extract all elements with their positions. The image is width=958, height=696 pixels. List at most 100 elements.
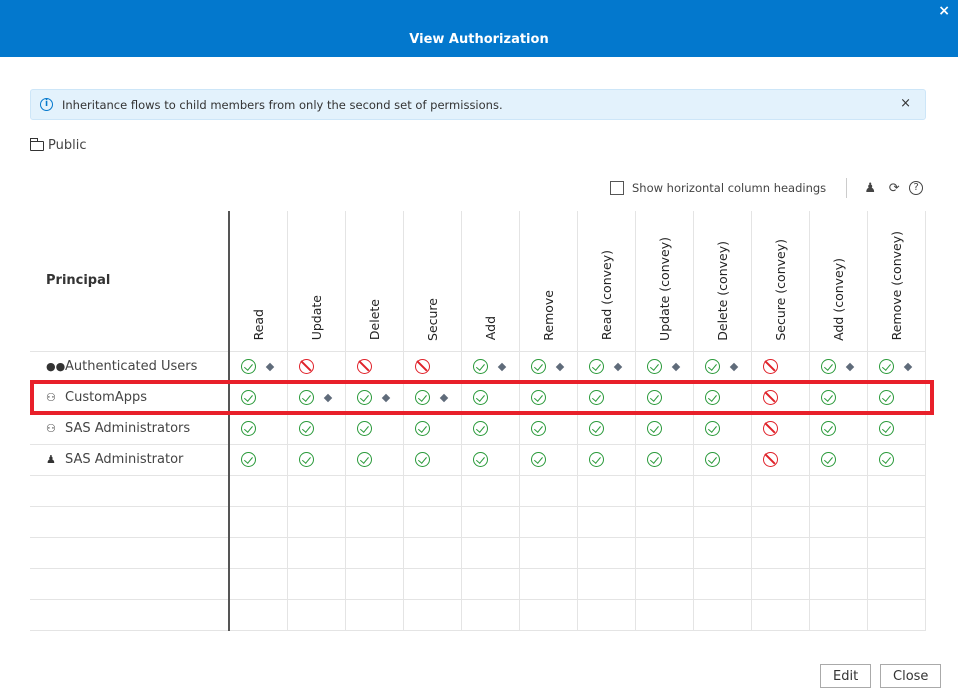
- column-header[interactable]: Delete (convey): [693, 211, 752, 352]
- grant-icon: [414, 390, 430, 405]
- empty-cell: [693, 599, 752, 631]
- grant-icon: [646, 421, 662, 436]
- empty-cell: [577, 475, 636, 507]
- grant-icon: [588, 421, 604, 436]
- column-header[interactable]: Read: [229, 211, 288, 352]
- info-close-button[interactable]: ×: [900, 96, 911, 111]
- table-row[interactable]: ♟ SAS Administrator: [30, 444, 927, 476]
- help-icon[interactable]: ?: [909, 181, 924, 195]
- grant-icon: [878, 359, 894, 374]
- grant-icon: [241, 421, 256, 436]
- column-header[interactable]: Delete: [345, 211, 404, 352]
- refresh-icon[interactable]: ⟳: [888, 180, 900, 196]
- table-row[interactable]: ⚇ CustomApps: [30, 382, 927, 414]
- close-button[interactable]: Close: [880, 664, 942, 688]
- permission-cell[interactable]: [751, 351, 810, 383]
- permission-cell[interactable]: [693, 444, 752, 476]
- permission-cell[interactable]: [867, 444, 927, 476]
- permission-cell[interactable]: [345, 351, 404, 383]
- info-icon: i: [40, 98, 53, 111]
- deny-icon: [762, 421, 778, 436]
- permission-cell[interactable]: [809, 444, 868, 476]
- permission-cell[interactable]: [229, 413, 288, 445]
- grant-icon: [530, 359, 546, 374]
- permission-cell[interactable]: [519, 444, 578, 476]
- permission-cell[interactable]: [403, 351, 462, 383]
- empty-cell: [751, 475, 810, 507]
- permission-cell[interactable]: [635, 351, 694, 383]
- empty-cell: [461, 537, 520, 569]
- column-header-label: Remove (convey): [888, 231, 904, 341]
- horizontal-headings-label[interactable]: Show horizontal column headings: [632, 181, 827, 195]
- permission-cell[interactable]: [461, 413, 520, 445]
- table-row[interactable]: ●●Authenticated Users: [30, 351, 927, 383]
- permission-cell[interactable]: [693, 413, 752, 445]
- deny-icon: [762, 390, 778, 405]
- empty-cell: [30, 506, 230, 538]
- grant-icon: [472, 359, 488, 374]
- column-header[interactable]: Update: [287, 211, 346, 352]
- permission-cell[interactable]: [751, 413, 810, 445]
- permission-cell[interactable]: [809, 413, 868, 445]
- permission-cell[interactable]: [693, 351, 752, 383]
- column-header[interactable]: Secure (convey): [751, 211, 810, 352]
- grant-icon: [878, 390, 894, 405]
- empty-cell: [30, 599, 230, 631]
- principal-header: Principal: [30, 211, 230, 352]
- permission-cell[interactable]: [635, 444, 694, 476]
- empty-cell: [30, 537, 230, 569]
- column-header[interactable]: Add: [461, 211, 520, 352]
- diamond-icon: [555, 362, 564, 371]
- user-icon[interactable]: ♟: [864, 180, 877, 196]
- empty-cell: [519, 506, 578, 538]
- permission-cell[interactable]: [751, 444, 810, 476]
- empty-cell: [403, 537, 462, 569]
- permission-cell[interactable]: [403, 444, 462, 476]
- permission-cell[interactable]: [287, 351, 346, 383]
- permission-cell[interactable]: [867, 351, 927, 383]
- permission-cell[interactable]: [867, 413, 927, 445]
- close-icon[interactable]: ×: [938, 3, 950, 19]
- grant-icon: [878, 421, 894, 436]
- permission-cell[interactable]: [229, 444, 288, 476]
- column-header[interactable]: Read (convey): [577, 211, 636, 352]
- permission-cell[interactable]: [519, 351, 578, 383]
- permission-cell[interactable]: [461, 444, 520, 476]
- permission-cell[interactable]: [461, 351, 520, 383]
- column-header[interactable]: Update (convey): [635, 211, 694, 352]
- permission-cell[interactable]: [287, 413, 346, 445]
- permission-cell[interactable]: [229, 351, 288, 383]
- grant-icon: [356, 390, 372, 405]
- column-header[interactable]: Secure: [403, 211, 462, 352]
- permission-cell[interactable]: [751, 382, 810, 414]
- column-header[interactable]: Add (convey): [809, 211, 868, 352]
- empty-cell: [577, 568, 636, 600]
- column-header[interactable]: Remove (convey): [867, 211, 927, 352]
- permission-cell[interactable]: [345, 413, 404, 445]
- empty-cell: [519, 599, 578, 631]
- permission-cell[interactable]: [577, 382, 636, 414]
- permission-cell[interactable]: [809, 351, 868, 383]
- permission-cell[interactable]: [287, 444, 346, 476]
- permission-cell[interactable]: [577, 444, 636, 476]
- column-header-label: Delete (convey): [714, 240, 730, 341]
- empty-cell: [461, 599, 520, 631]
- permission-cell[interactable]: [403, 413, 462, 445]
- grant-icon: [472, 452, 488, 467]
- table-row[interactable]: ⚇ SAS Administrators: [30, 413, 927, 445]
- permission-cell[interactable]: [577, 413, 636, 445]
- empty-cell: [30, 475, 230, 507]
- column-header-label: Read: [250, 309, 266, 341]
- grant-icon: [414, 421, 430, 436]
- permission-cell[interactable]: [345, 444, 404, 476]
- permission-cell[interactable]: [693, 382, 752, 414]
- diamond-icon: [497, 362, 506, 371]
- horizontal-headings-checkbox[interactable]: [610, 181, 624, 195]
- permission-cell[interactable]: [577, 351, 636, 383]
- empty-cell: [751, 537, 810, 569]
- column-header[interactable]: Remove: [519, 211, 578, 352]
- edit-button[interactable]: Edit: [820, 664, 872, 688]
- principal-name: SAS Administrator: [65, 452, 184, 467]
- permission-cell[interactable]: [519, 413, 578, 445]
- permission-cell[interactable]: [635, 413, 694, 445]
